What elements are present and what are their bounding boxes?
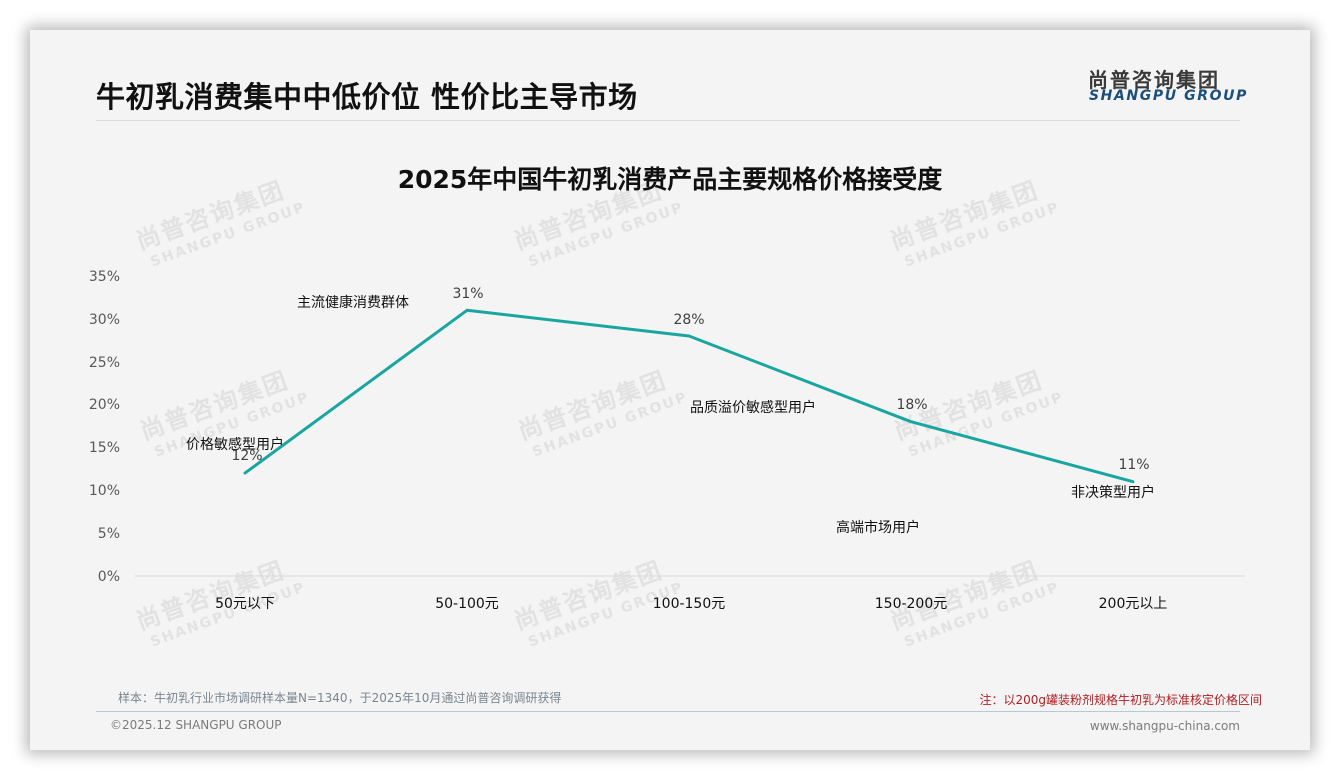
chart-title: 2025年中国牛初乳消费产品主要规格价格接受度: [397, 165, 943, 194]
data-label: 18%: [896, 397, 927, 413]
x-tick-label: 200元以上: [1099, 596, 1168, 612]
segment-annotations: 价格敏感型用户 主流健康消费群体 品质溢价敏感型用户 高端市场用户 非决策型用户: [186, 294, 1155, 536]
annotation-high-end: 高端市场用户: [836, 519, 920, 536]
series-line: [243, 308, 1135, 484]
data-labels: 12% 31% 28% 18% 11%: [231, 286, 1149, 473]
y-tick-label: 25%: [89, 355, 120, 371]
y-tick-label: 20%: [89, 397, 120, 413]
annotation-mainstream: 主流健康消费群体: [297, 294, 409, 311]
y-tick-label: 10%: [89, 483, 120, 499]
slide: 尚普咨询集团 SHANGPU GROUP 尚普咨询集团 SHANGPU GROUP …: [30, 30, 1310, 750]
x-tick-label: 50-100元: [435, 596, 499, 612]
data-label: 28%: [673, 312, 704, 328]
footer-divider: [96, 711, 1240, 712]
data-label: 31%: [452, 286, 483, 302]
logo-chinese: 尚普咨询集团: [1088, 68, 1220, 92]
y-tick-label: 5%: [98, 526, 120, 542]
x-axis: 50元以下 50-100元 100-150元 150-200元 200元以上: [215, 596, 1167, 612]
annotation-non-decision: 非决策型用户: [1071, 484, 1155, 501]
page-title: 牛初乳消费集中中低价位 性价比主导市场: [96, 80, 638, 114]
title-divider: [96, 120, 1240, 121]
y-tick-label: 15%: [89, 440, 120, 456]
x-tick-label: 50元以下: [215, 596, 275, 612]
copyright: ©2025.12 SHANGPU GROUP: [110, 718, 282, 732]
data-label: 12%: [231, 448, 262, 464]
y-tick-label: 0%: [98, 569, 120, 585]
data-label: 11%: [1118, 457, 1149, 473]
annotation-quality-premium: 品质溢价敏感型用户: [690, 399, 816, 416]
x-tick-label: 100-150元: [653, 596, 726, 612]
y-axis: 0% 5% 10% 15% 20% 25% 30% 35%: [89, 269, 120, 585]
logo-english: SHANGPU GROUP: [1089, 88, 1248, 104]
y-tick-label: 30%: [89, 312, 120, 328]
price-note: 注：以200g罐装粉剂规格牛初乳为标准核定价格区间: [979, 693, 1262, 707]
website-link[interactable]: www.shangpu-china.com: [1089, 719, 1240, 733]
source-note: 样本：牛初乳行业市场调研样本量N=1340，于2025年10月通过尚普咨询调研获…: [118, 691, 562, 705]
x-tick-label: 150-200元: [875, 596, 948, 612]
y-tick-label: 35%: [89, 269, 120, 285]
annotation-price-sensitive: 价格敏感型用户: [186, 436, 284, 453]
